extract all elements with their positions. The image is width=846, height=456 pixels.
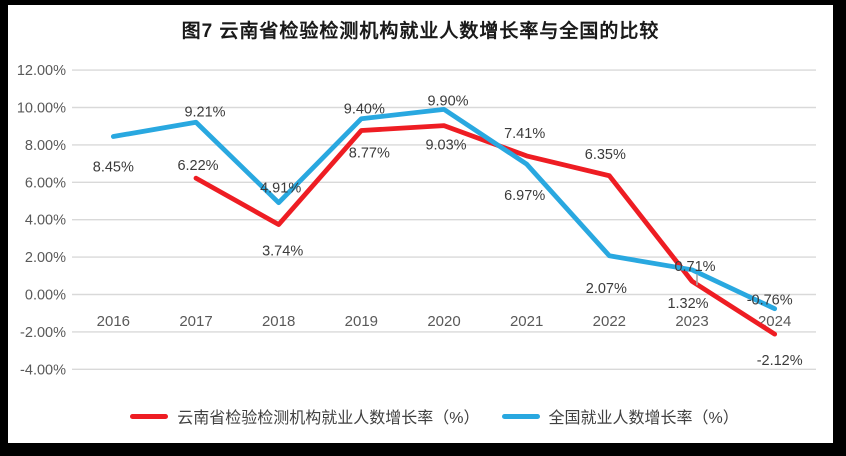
legend-item-national: 全国就业人数增长率（%） [501,404,739,428]
y-axis-tick-label: 6.00% [25,175,66,191]
x-axis-tick-label: 2022 [593,313,626,330]
data-label: 3.74% [262,244,303,260]
x-axis-tick-label: 2017 [179,313,212,330]
y-axis-tick-label: 10.00% [17,101,66,117]
x-axis-tick-label: 2023 [675,313,708,330]
x-axis-tick-label: 2018 [262,313,295,330]
figure-page: 图7 云南省检验检测机构就业人数增长率与全国的比较 12.00% 10.00% 8.… [8,5,833,443]
data-label: 0.71% [674,259,715,275]
y-axis-tick-label: 8.00% [25,138,66,154]
y-axis-tick-label: -2.00% [20,325,66,341]
x-axis-tick-label: 2019 [345,313,378,330]
yunnan-series-line [193,123,778,337]
y-axis-tick-label: -4.00% [20,362,66,378]
y-axis-tick-label: 4.00% [25,213,66,229]
legend-label-national: 全国就业人数增长率（%） [548,410,739,427]
data-label: 6.22% [177,158,218,174]
legend-swatch-national-blue-line [501,413,540,419]
data-label: 7.41% [504,126,545,142]
data-label: 9.40% [344,102,385,118]
data-label: 1.32% [667,296,708,312]
data-label: 4.91% [260,181,301,197]
y-axis-tick-label: 2.00% [25,250,66,266]
data-label: 9.21% [184,104,225,120]
legend-swatch-yunnan-red-line [130,413,169,419]
x-axis-tick-label: 2016 [97,313,130,330]
data-label: 6.97% [504,188,545,204]
line-chart-plot: 12.00% 10.00% 8.00% 6.00% 4.00% 2.00% 0.00% -2.… [17,63,816,378]
data-label: 2.07% [586,281,627,297]
chart-legend: 云南省检验检测机构就业人数增长率（%） 全国就业人数增长率（%） [22,404,846,428]
legend-item-yunnan: 云南省检验检测机构就业人数增长率（%） [130,404,480,428]
chart-title: 图7 云南省检验检测机构就业人数增长率与全国的比较 [181,21,660,42]
data-label: 8.45% [93,159,134,175]
data-label: 8.77% [349,146,390,162]
y-axis-tick-label: 0.00% [25,288,66,304]
data-label: 9.03% [425,138,466,154]
x-axis-tick-label: 2024 [758,313,791,330]
x-axis-tick-label: 2020 [427,313,460,330]
data-label: -0.76% [747,293,793,309]
data-label: 6.35% [585,147,626,163]
data-label: -2.12% [757,353,803,369]
national-series-line [110,106,778,312]
data-label: 9.90% [427,93,468,109]
y-axis-tick-label: 12.00% [17,63,66,79]
x-axis-tick-label: 2021 [510,313,543,330]
legend-label-yunnan: 云南省检验检测机构就业人数增长率（%） [177,410,480,427]
